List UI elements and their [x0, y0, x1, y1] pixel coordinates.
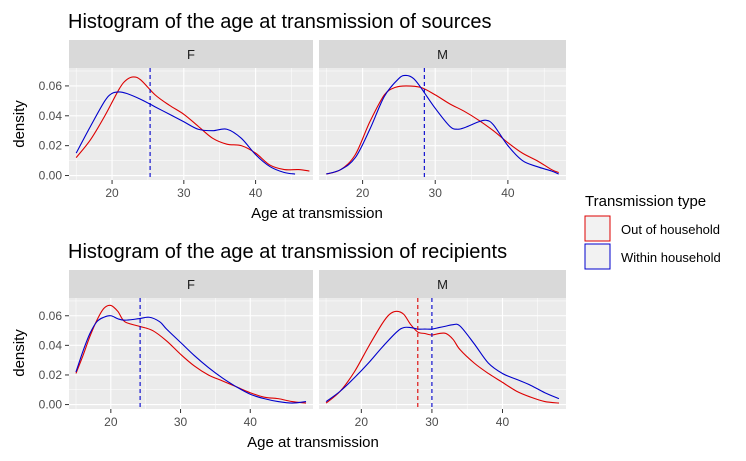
x-tick-label: 30: [429, 186, 443, 200]
x-tick-label: 20: [355, 415, 369, 429]
plot-area: [319, 298, 566, 409]
x-tick-label: 30: [174, 415, 188, 429]
y-tick-label: 0.02: [39, 368, 63, 382]
facet-sources-F: F: [69, 40, 313, 180]
chart-recipients: Histogram of the age at transmission of …: [11, 241, 566, 451]
x-tick-label: 20: [105, 186, 119, 200]
x-tick-label: 40: [244, 415, 258, 429]
facet-label: F: [187, 277, 195, 292]
facet-strip: [69, 270, 313, 298]
legend-title: Transmission type: [585, 193, 706, 210]
facet-recipients-F: F: [69, 270, 313, 409]
plot-panel: [69, 298, 313, 409]
y-tick-label: 0.04: [39, 338, 63, 352]
facet-sources-M: M: [319, 40, 566, 180]
plot-panel: [69, 68, 313, 180]
x-tick-label: 40: [501, 186, 515, 200]
facet-strip: [69, 40, 313, 68]
y-axis: 0.00 0.02 0.04 0.06: [39, 309, 69, 412]
density-curve-out-of-household: [75, 304, 307, 404]
chart-title-sources: Histogram of the age at transmission of …: [68, 11, 492, 33]
x-tick-label: 30: [177, 186, 191, 200]
plot-area: [69, 68, 313, 180]
x-tick-label: 20: [104, 415, 118, 429]
legend-item-out-of-household: Out of household: [584, 215, 720, 242]
legend: Transmission type Out of household Withi…: [584, 193, 721, 270]
legend-label: Out of household: [621, 222, 720, 237]
y-tick-label: 0.00: [39, 398, 63, 412]
facet-recipients-M: M: [319, 270, 566, 409]
y-tick-label: 0.06: [39, 309, 63, 323]
x-tick-label: 20: [356, 186, 370, 200]
chart-sources: Histogram of the age at transmission of …: [11, 11, 566, 222]
density-curve-within-household: [75, 315, 307, 404]
y-tick-label: 0.00: [39, 169, 63, 183]
x-tick-label: 30: [425, 415, 439, 429]
density-curve-out-of-household: [75, 76, 310, 172]
chart-title-recipients: Histogram of the age at transmission of …: [68, 241, 507, 263]
facet-strip: [319, 40, 566, 68]
legend-key: [584, 215, 611, 242]
x-tick-label: 40: [249, 186, 263, 200]
legend-item-within-household: Within household: [584, 243, 721, 270]
density-curve-within-household: [325, 323, 560, 403]
y-tick-label: 0.06: [39, 79, 63, 93]
density-curve-out-of-household: [326, 85, 559, 175]
plot-panel: [319, 298, 566, 409]
y-tick-label: 0.04: [39, 109, 63, 123]
y-axis-title: density: [11, 100, 28, 148]
density-curve-within-household: [326, 74, 559, 175]
y-tick-label: 0.02: [39, 139, 63, 153]
facet-strip: [319, 270, 566, 298]
facet-label: M: [437, 277, 448, 292]
x-axis-title: Age at transmission: [251, 205, 383, 222]
plot-area: [69, 298, 313, 409]
x-tick-label: 40: [496, 415, 510, 429]
x-axis-title: Age at transmission: [247, 434, 379, 451]
legend-label: Within household: [621, 250, 721, 265]
y-axis-title: density: [11, 329, 28, 377]
legend-key: [584, 243, 611, 270]
facet-label: M: [437, 47, 448, 62]
density-curve-within-household: [75, 91, 296, 175]
y-axis: 0.00 0.02 0.04 0.06: [39, 79, 69, 183]
plot-area: [319, 68, 566, 180]
facet-label: F: [187, 47, 195, 62]
plot-panel: [319, 68, 566, 180]
